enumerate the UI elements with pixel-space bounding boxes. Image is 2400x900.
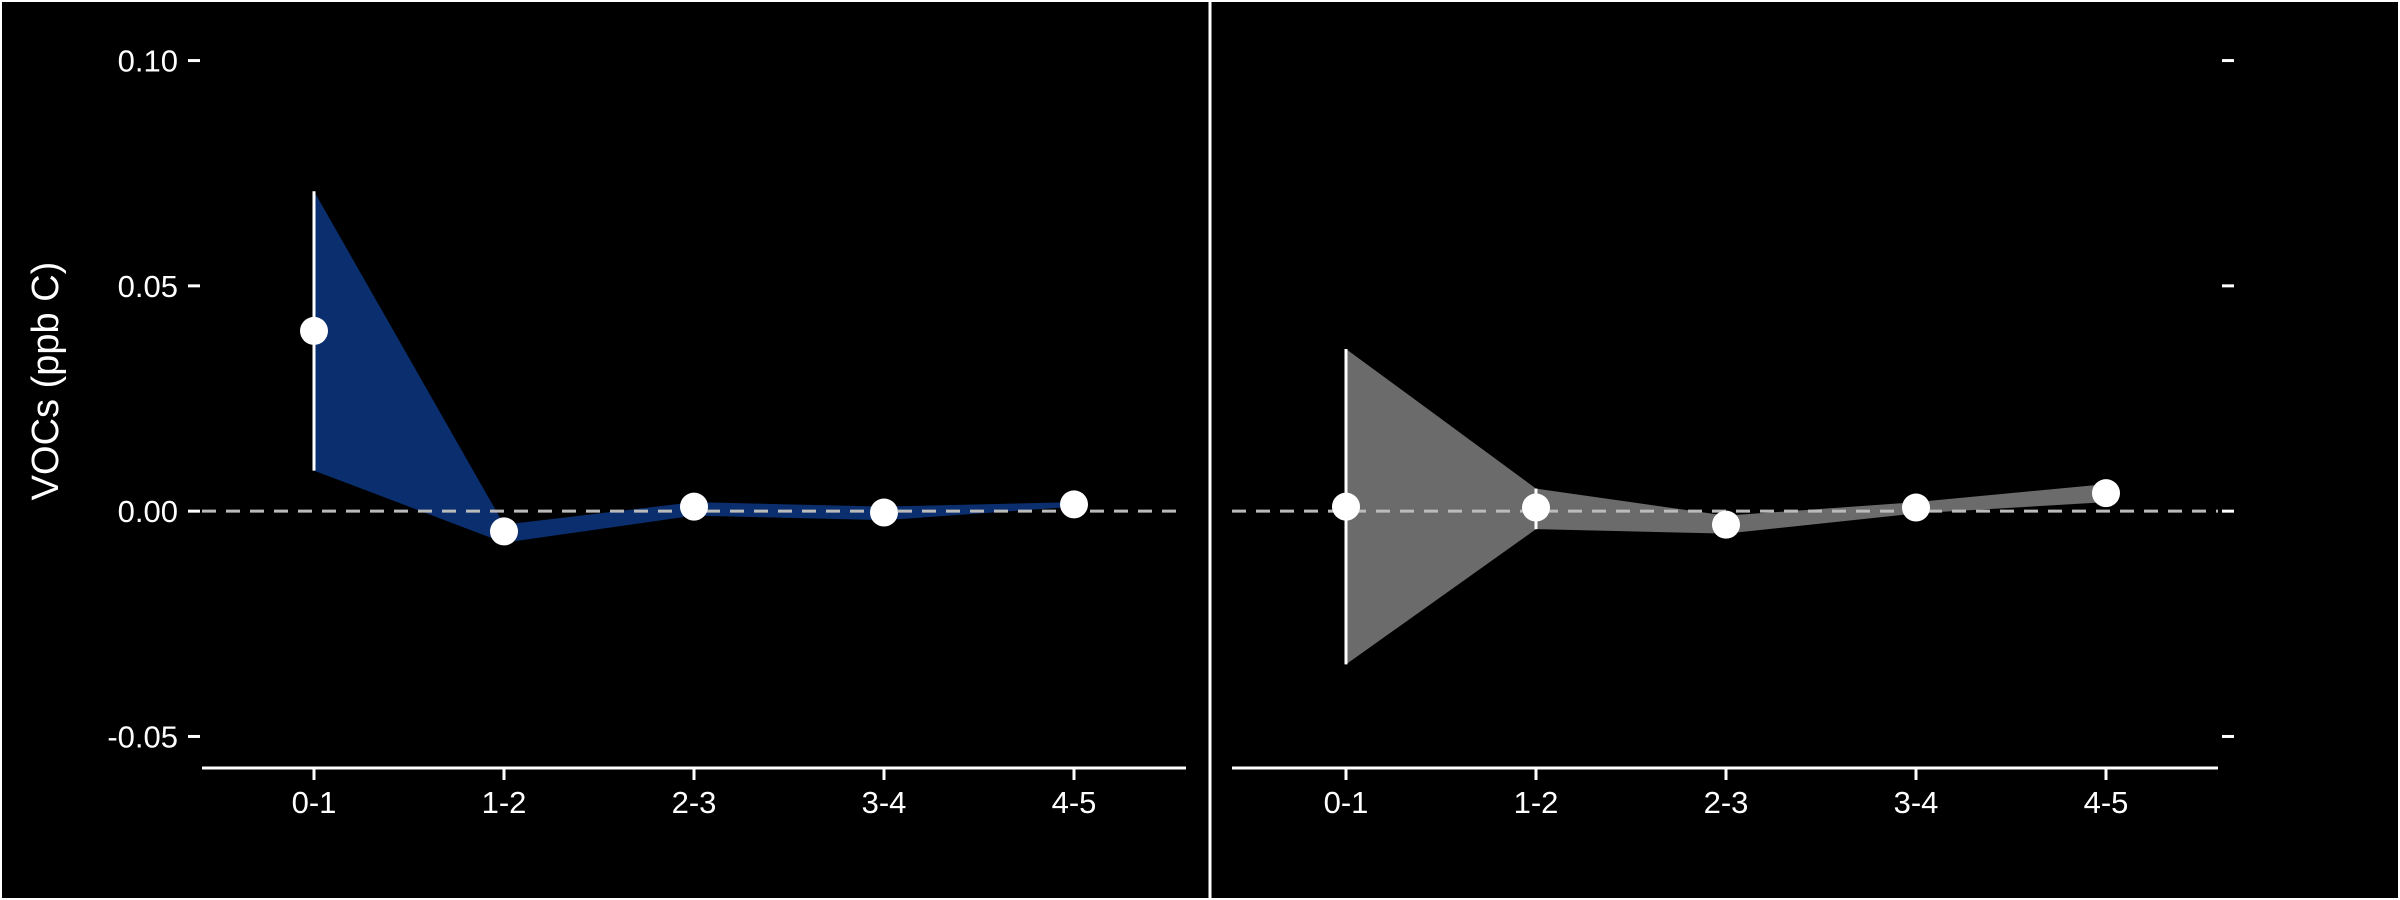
data-point xyxy=(2092,479,2120,508)
y-tick-label: 0.00 xyxy=(118,494,178,529)
data-point xyxy=(1522,493,1550,522)
data-point xyxy=(1902,493,1930,522)
x-tick-label: 2-3 xyxy=(1704,785,1749,820)
data-point xyxy=(1332,492,1360,521)
x-tick-label: 4-5 xyxy=(1052,785,1097,820)
data-point xyxy=(680,492,708,521)
x-tick-label: 0-1 xyxy=(292,785,337,820)
left-panel: 0-1 1-2 2-3 3-4 4-5 0.10 0.05 0.00 -0.05 xyxy=(107,44,1186,820)
confidence-band xyxy=(314,191,1074,543)
right-panel: 0-1 1-2 2-3 3-4 4-5 xyxy=(1232,59,2234,820)
x-tick-label: 2-3 xyxy=(672,785,717,820)
y-tick-label: 0.10 xyxy=(118,44,178,79)
x-tick-label: 3-4 xyxy=(1894,785,1939,820)
x-tick-label: 0-1 xyxy=(1324,785,1369,820)
x-tick-label: 3-4 xyxy=(862,785,907,820)
data-point xyxy=(1712,510,1740,539)
confidence-band xyxy=(1346,348,2106,665)
data-point xyxy=(1060,490,1088,519)
x-tick-label: 1-2 xyxy=(482,785,527,820)
data-point xyxy=(300,316,328,345)
x-tick-label: 4-5 xyxy=(2084,785,2129,820)
y-axis-label: VOCs (ppb C) xyxy=(25,262,67,501)
data-point xyxy=(870,498,898,527)
y-tick-label: -0.05 xyxy=(107,719,178,754)
y-tick-label: 0.05 xyxy=(118,269,178,304)
x-tick-label: 1-2 xyxy=(1514,785,1559,820)
data-point xyxy=(490,517,518,546)
